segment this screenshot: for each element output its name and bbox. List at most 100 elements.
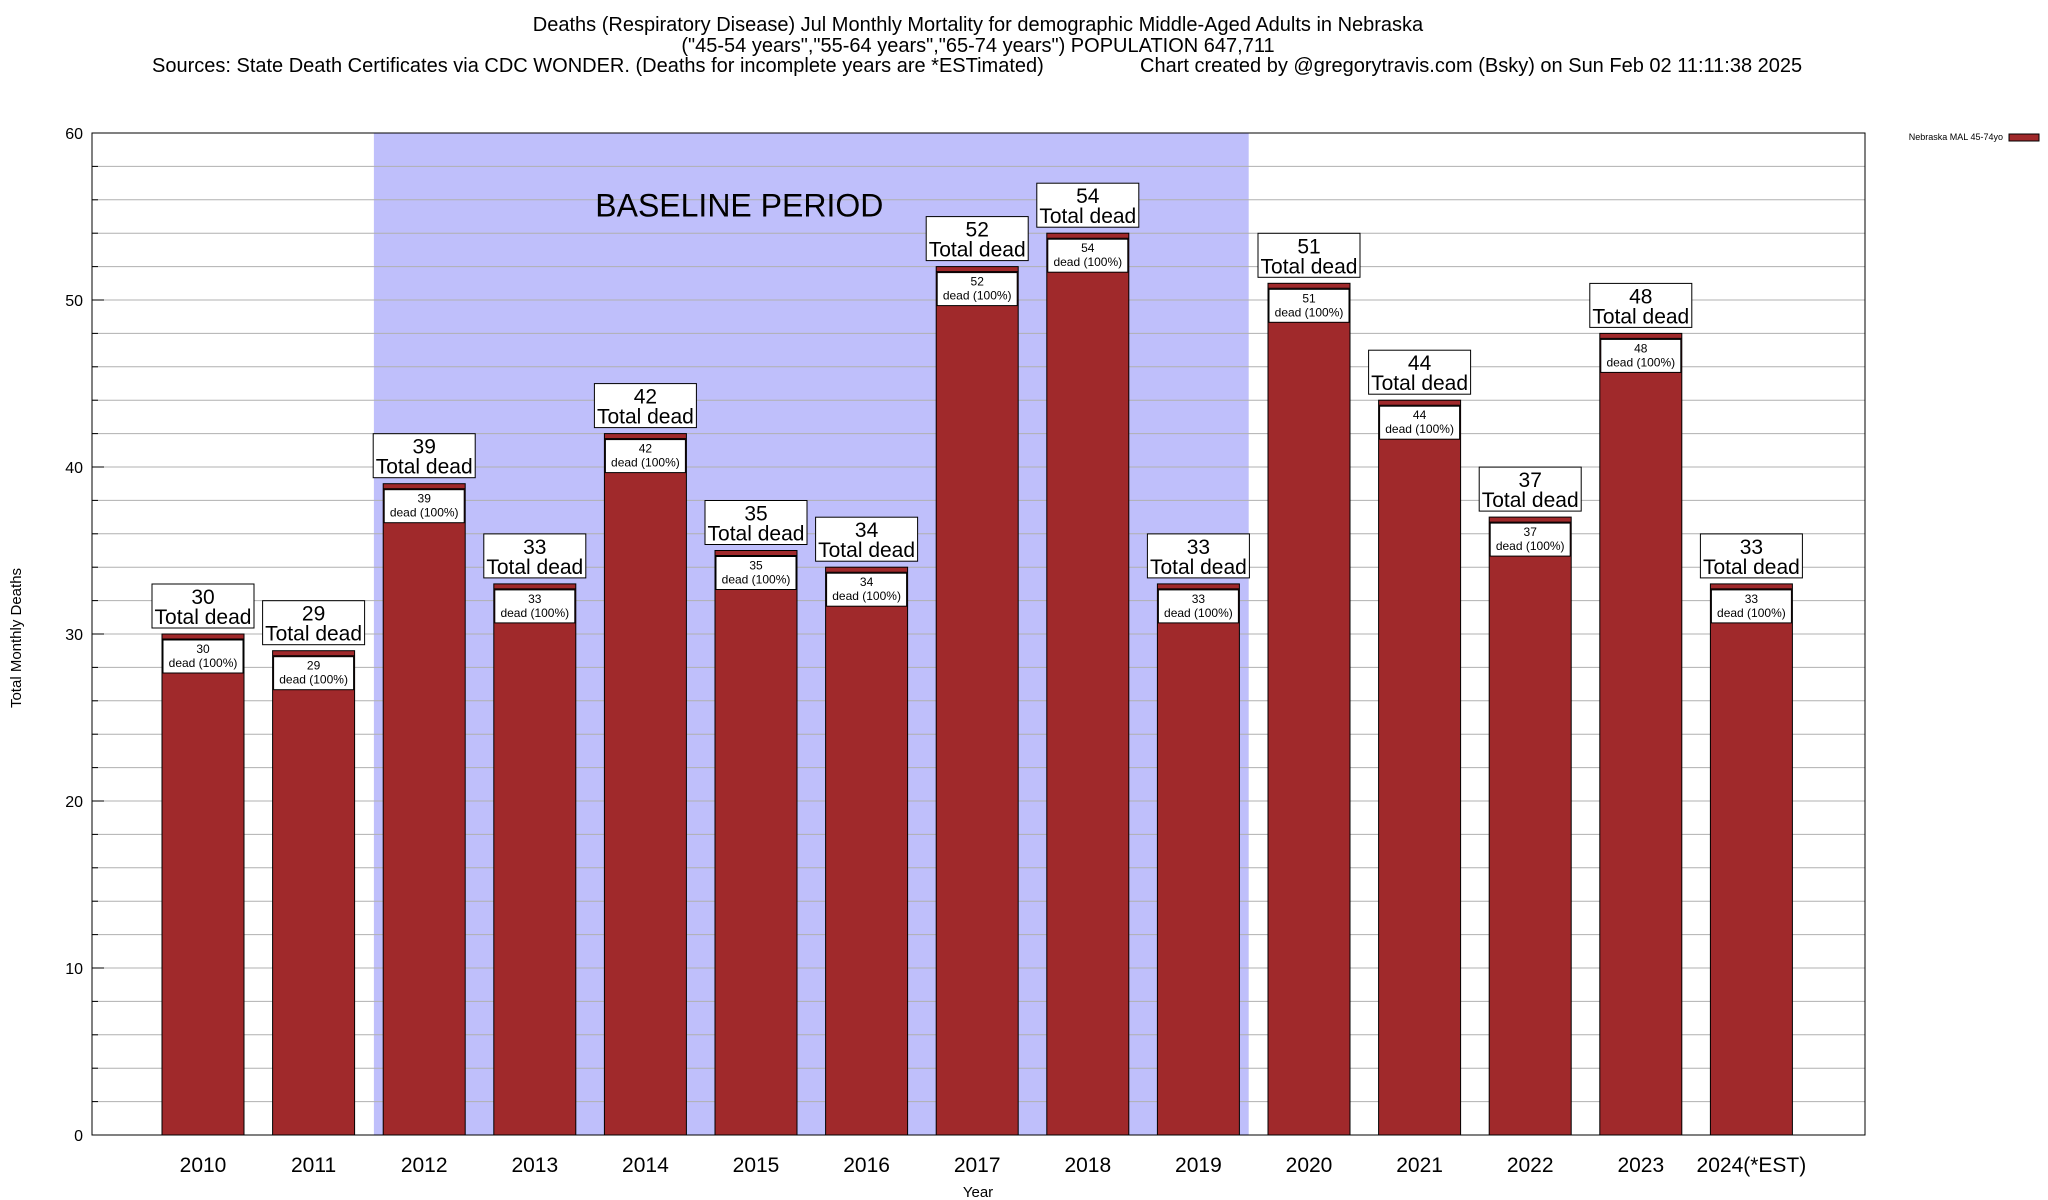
legend: Nebraska MAL 45-74yo	[1909, 132, 2040, 142]
bar	[825, 566, 909, 1136]
bar-inner-label-box	[494, 589, 576, 624]
bar-total-value-label: 52	[966, 219, 989, 242]
y-tick-label: 20	[65, 794, 83, 811]
bar-inner-label-box	[273, 656, 355, 691]
bar-inner-percent-label: dead (100%)	[1275, 305, 1344, 319]
bar-total-text-label: Total dead	[1371, 372, 1468, 395]
bar-inner-percent-label: dead (100%)	[1606, 355, 1675, 369]
bar-total-text-label: Total dead	[818, 539, 915, 562]
bar-total-value-label: 33	[523, 536, 546, 559]
bar-inner-percent-label: dead (100%)	[390, 506, 459, 520]
x-tick-label: 2015	[733, 1154, 780, 1177]
bar-inner-value-label: 34	[860, 575, 874, 589]
bar-total-label-box	[483, 533, 587, 579]
chart-title: Deaths (Respiratory Disease) Jul Monthly…	[533, 14, 1424, 36]
bar-total-text-label: Total dead	[376, 456, 473, 479]
x-tick-label: 2023	[1617, 1154, 1664, 1177]
bar-total-label-box	[1699, 533, 1803, 579]
bar	[493, 583, 577, 1136]
y-tick-label: 50	[65, 293, 83, 310]
bar-inner-label-box	[1710, 589, 1792, 624]
bar	[382, 483, 466, 1136]
bar-inner-percent-label: dead (100%)	[279, 673, 348, 687]
x-tick-label: 2021	[1396, 1154, 1443, 1177]
bar-total-text-label: Total dead	[1039, 205, 1136, 228]
y-axis-label: Total Monthly Deaths	[8, 568, 25, 708]
x-tick-label: 2020	[1286, 1154, 1333, 1177]
bar	[935, 266, 1019, 1136]
bar-inner-label-box	[1268, 288, 1350, 323]
x-tick-label: 2022	[1507, 1154, 1554, 1177]
bar-total-label-box	[1257, 232, 1361, 278]
bar-total-text-label: Total dead	[1261, 255, 1358, 278]
bar-total-label-box	[704, 500, 808, 545]
bar-inner-percent-label: dead (100%)	[943, 289, 1012, 303]
bar-total-label-box	[1036, 182, 1140, 228]
bar-inner-label-box	[162, 639, 244, 674]
bar-inner-percent-label: dead (100%)	[1717, 606, 1786, 620]
x-tick-label: 2019	[1175, 1154, 1222, 1177]
bar-inner-value-label: 42	[639, 442, 653, 456]
y-tick-label: 0	[74, 1128, 83, 1145]
bar-inner-label-box	[936, 272, 1018, 307]
legend-label: Nebraska MAL 45-74yo	[1909, 132, 2003, 142]
y-tick-label: 60	[65, 126, 83, 143]
bar-inner-percent-label: dead (100%)	[1385, 422, 1454, 436]
x-tick-label: 2016	[843, 1154, 890, 1177]
bar-inner-label-box	[604, 439, 686, 474]
chart-subtitle: ("45-54 years","55-64 years","65-74 year…	[681, 35, 1274, 57]
bar-total-text-label: Total dead	[155, 606, 252, 629]
bar-total-value-label: 44	[1408, 352, 1432, 375]
chart-source: Sources: State Death Certificates via CD…	[152, 55, 1044, 77]
chart-credit: Chart created by @gregorytravis.com (Bsk…	[1140, 55, 1802, 77]
x-tick-label: 2024(*EST)	[1697, 1154, 1807, 1177]
x-tick-label: 2012	[401, 1154, 448, 1177]
bar-inner-label-box	[1379, 405, 1461, 440]
bar-inner-value-label: 33	[1192, 592, 1206, 606]
bar	[1709, 583, 1793, 1136]
bar-total-text-label: Total dead	[1482, 489, 1579, 512]
y-tick-label: 10	[65, 961, 83, 978]
bar-inner-value-label: 30	[196, 642, 210, 656]
bar-inner-value-label: 33	[1745, 592, 1759, 606]
baseline-period-label: BASELINE PERIOD	[595, 188, 883, 224]
x-tick-label: 2017	[954, 1154, 1001, 1177]
bar	[1267, 282, 1351, 1136]
bar-inner-label-box	[1600, 338, 1682, 373]
bar	[1156, 583, 1240, 1136]
bar	[1599, 332, 1683, 1136]
bar	[272, 650, 356, 1136]
bar-total-value-label: 33	[1740, 536, 1763, 559]
bar-total-value-label: 42	[634, 386, 657, 409]
chart-title-block: Deaths (Respiratory Disease) Jul Monthly…	[152, 14, 1802, 77]
bar-total-label-box	[815, 516, 919, 562]
bar	[161, 633, 245, 1136]
bar-total-label-box	[151, 583, 255, 629]
bar-inner-percent-label: dead (100%)	[1053, 255, 1122, 269]
y-tick-label: 30	[65, 627, 83, 644]
bar-total-value-label: 35	[744, 503, 767, 526]
bar	[1488, 516, 1572, 1136]
bar-inner-percent-label: dead (100%)	[500, 606, 569, 620]
bar-inner-percent-label: dead (100%)	[1496, 539, 1565, 553]
bar-total-label-box	[1146, 533, 1250, 579]
bar-inner-label-box	[715, 556, 797, 590]
x-axis-label: Year	[963, 1184, 993, 1200]
bar-total-label-box	[1368, 349, 1472, 395]
bar-inner-percent-label: dead (100%)	[1164, 606, 1233, 620]
bar-inner-value-label: 54	[1081, 241, 1095, 255]
bar-inner-percent-label: dead (100%)	[169, 656, 238, 670]
bar-total-label-box	[1478, 466, 1582, 512]
bar-inner-label-box	[383, 489, 465, 524]
bar	[1046, 232, 1130, 1136]
bar	[714, 550, 798, 1136]
x-tick-label: 2011	[291, 1154, 336, 1177]
bar-total-label-box	[262, 600, 366, 646]
legend-swatch	[2008, 133, 2040, 142]
bar-total-value-label: 34	[855, 519, 879, 542]
bar-inner-percent-label: dead (100%)	[722, 573, 791, 587]
bar-total-value-label: 33	[1187, 536, 1210, 559]
bar-total-text-label: Total dead	[1703, 556, 1800, 579]
bar-total-value-label: 51	[1297, 235, 1320, 258]
